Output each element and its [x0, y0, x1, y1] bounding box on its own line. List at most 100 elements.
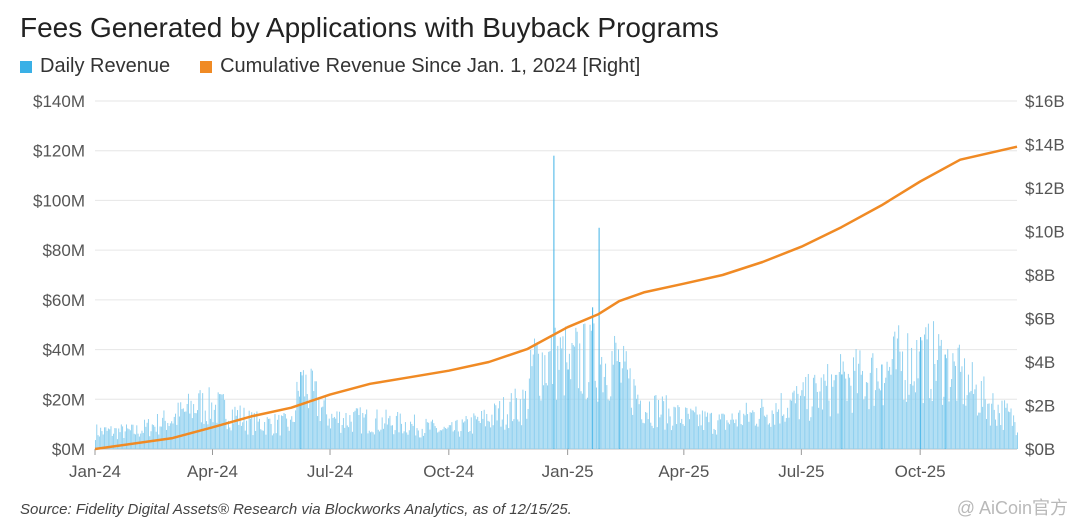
daily-revenue-bar	[710, 412, 712, 449]
daily-revenue-bar	[712, 433, 714, 449]
daily-revenue-bar	[797, 393, 799, 449]
daily-revenue-bar	[442, 429, 444, 449]
daily-revenue-bar	[521, 425, 523, 449]
daily-revenue-bar	[351, 431, 353, 449]
daily-revenue-bar	[280, 415, 282, 449]
daily-revenue-bar	[517, 419, 519, 449]
daily-revenue-bar	[335, 418, 337, 449]
daily-revenue-bar	[872, 353, 874, 449]
daily-revenue-bar	[647, 419, 649, 449]
daily-revenue-bar	[207, 424, 209, 449]
daily-revenue-bar	[758, 418, 760, 449]
daily-revenue-bar	[448, 425, 450, 449]
daily-revenue-bar	[306, 394, 308, 449]
daily-revenue-bar	[557, 345, 559, 449]
daily-revenue-bar	[865, 382, 867, 449]
daily-revenue-bar	[413, 414, 415, 449]
daily-revenue-bar	[812, 377, 814, 449]
daily-revenue-bar	[1010, 408, 1012, 449]
daily-revenue-bar	[984, 399, 986, 449]
daily-revenue-bar	[295, 410, 297, 449]
daily-revenue-bar	[407, 434, 409, 449]
daily-revenue-bar	[736, 426, 738, 449]
daily-revenue-bar	[526, 418, 528, 449]
daily-revenue-bar	[721, 413, 723, 449]
daily-revenue-bar	[962, 404, 964, 449]
daily-revenue-bar	[430, 421, 432, 449]
daily-revenue-bar	[199, 390, 201, 449]
daily-revenue-bar	[240, 425, 242, 449]
y-right-tick-label: $12B	[1025, 179, 1065, 198]
daily-revenue-bar	[401, 423, 403, 449]
daily-revenue-bar	[686, 408, 688, 449]
daily-revenue-bar	[648, 401, 650, 449]
daily-revenue-bar	[362, 413, 364, 449]
y-right-tick-label: $0B	[1025, 440, 1055, 459]
daily-revenue-bar	[466, 419, 468, 449]
daily-revenue-bar	[163, 410, 165, 449]
daily-revenue-bar	[811, 406, 813, 449]
daily-revenue-bar	[775, 403, 777, 449]
daily-revenue-bar	[820, 377, 822, 449]
daily-revenue-bar	[482, 418, 484, 449]
x-tick-label: Jan-25	[542, 462, 594, 481]
daily-revenue-bar	[408, 430, 410, 449]
y-left-tick-label: $80M	[42, 241, 85, 260]
daily-revenue-bar	[772, 413, 774, 449]
daily-revenue-bar	[444, 428, 446, 449]
daily-revenue-bar	[566, 362, 568, 449]
daily-revenue-bar	[936, 360, 938, 449]
daily-revenue-bar	[357, 408, 359, 449]
daily-revenue-bar	[513, 419, 515, 449]
daily-revenue-bar	[110, 426, 112, 449]
daily-revenue-bar	[878, 388, 880, 449]
daily-revenue-bar	[198, 393, 200, 449]
daily-revenue-bar	[394, 430, 396, 449]
daily-revenue-bar	[605, 363, 607, 449]
daily-revenue-bar	[579, 343, 581, 449]
daily-revenue-bar	[925, 327, 927, 449]
daily-revenue-bar	[840, 354, 842, 449]
x-tick-label: Oct-25	[895, 462, 946, 481]
daily-revenue-bar	[991, 403, 993, 449]
daily-revenue-bar	[704, 411, 706, 449]
daily-revenue-bar	[186, 404, 188, 449]
daily-revenue-bar	[920, 337, 922, 449]
daily-revenue-bar	[120, 424, 122, 449]
daily-revenue-bar	[178, 416, 180, 449]
daily-revenue-bar	[275, 433, 277, 449]
daily-revenue-bar	[696, 414, 698, 449]
daily-revenue-bar	[734, 423, 736, 449]
daily-revenue-bar	[630, 407, 632, 449]
daily-revenue-bar	[562, 336, 564, 449]
daily-revenue-bar	[317, 416, 319, 449]
daily-revenue-bar	[846, 400, 848, 449]
daily-revenue-bar	[233, 423, 235, 449]
daily-revenue-bar	[995, 419, 997, 449]
daily-revenue-bar	[961, 366, 963, 449]
daily-revenue-bar	[340, 432, 342, 449]
daily-revenue-bar	[642, 422, 644, 449]
daily-revenue-bar	[363, 417, 365, 449]
daily-revenue-bar	[535, 344, 537, 449]
daily-revenue-bar	[512, 421, 514, 449]
daily-revenue-bar	[180, 402, 182, 449]
daily-revenue-bar	[827, 364, 829, 449]
daily-revenue-bar	[918, 351, 920, 449]
daily-revenue-bar	[477, 416, 479, 449]
daily-revenue-bar	[927, 323, 929, 449]
daily-revenue-bar	[996, 425, 998, 449]
daily-revenue-bar	[122, 426, 124, 449]
daily-revenue-bar	[492, 425, 494, 449]
daily-revenue-bar	[305, 374, 307, 449]
daily-revenue-bar	[660, 414, 662, 449]
daily-revenue-bar	[128, 429, 130, 449]
daily-revenue-bar	[586, 397, 588, 449]
daily-revenue-bar	[450, 425, 452, 449]
x-tick-label: Apr-24	[187, 462, 238, 481]
daily-revenue-bar	[433, 423, 435, 449]
daily-revenue-bar	[633, 379, 635, 449]
daily-revenue-bar	[193, 404, 195, 449]
daily-revenue-bar	[814, 374, 816, 449]
daily-revenue-bar	[341, 425, 343, 449]
